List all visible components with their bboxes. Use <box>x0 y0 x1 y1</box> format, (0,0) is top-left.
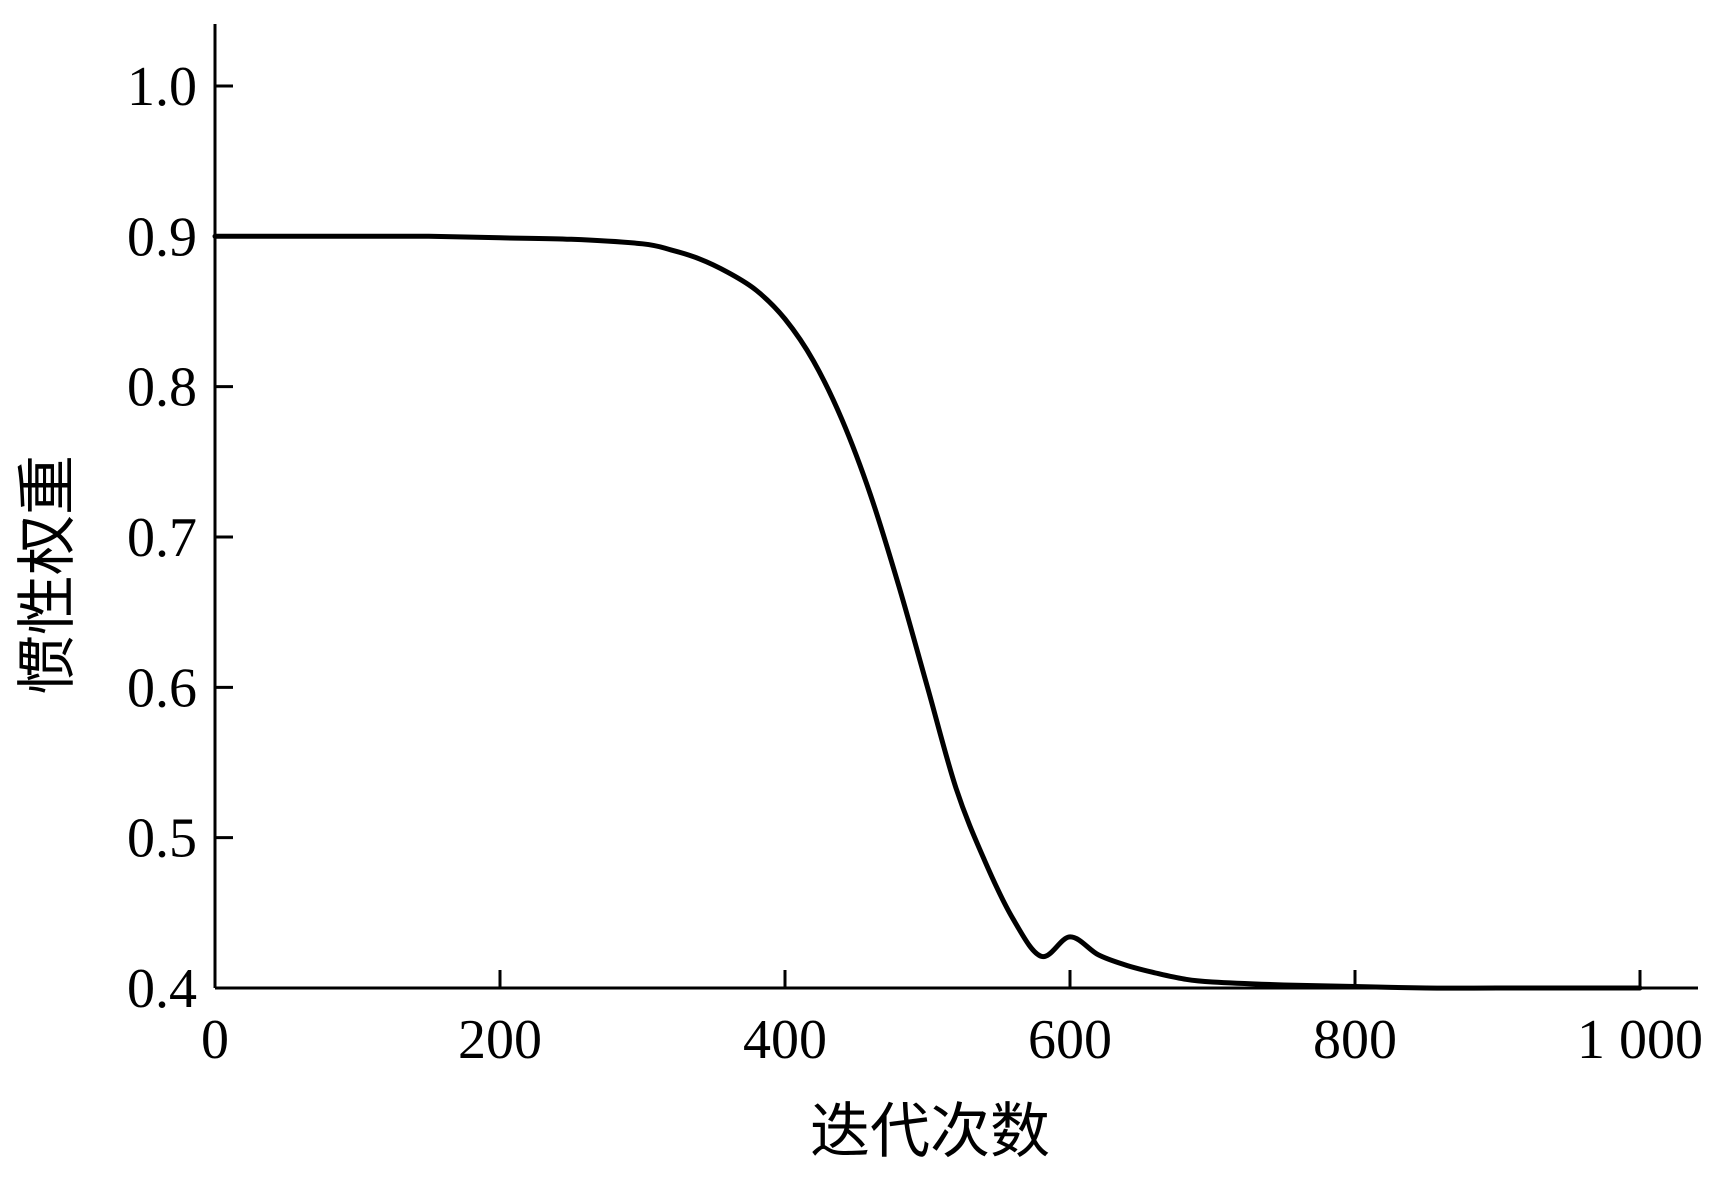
y-axis-title: 惯性权重 <box>13 455 83 695</box>
x-tick-label: 1 000 <box>1577 1009 1703 1071</box>
series-line <box>212 233 1643 991</box>
x-axis-title: 迭代次数 <box>810 1097 1050 1167</box>
x-tick-label: 400 <box>743 1009 827 1071</box>
x-tick-label: 600 <box>1028 1009 1112 1071</box>
y-tick-label: 0.5 <box>127 808 197 870</box>
x-tick-label: 200 <box>458 1009 542 1071</box>
x-tick-label: 800 <box>1313 1009 1397 1071</box>
y-tick-label: 0.8 <box>127 357 197 419</box>
y-tick-label: 1.0 <box>127 56 197 118</box>
y-tick-label: 0.6 <box>127 657 197 719</box>
y-ticks: 0.4 0.5 0.6 0.7 0.8 0.9 1.0 <box>127 56 233 1020</box>
y-tick-label: 0.9 <box>127 206 197 268</box>
y-tick-label: 0.4 <box>127 958 197 1020</box>
y-tick-label: 0.7 <box>127 507 197 569</box>
x-tick-label: 0 <box>201 1009 229 1071</box>
x-ticks: 0 200 400 600 800 1 000 <box>201 970 1703 1071</box>
